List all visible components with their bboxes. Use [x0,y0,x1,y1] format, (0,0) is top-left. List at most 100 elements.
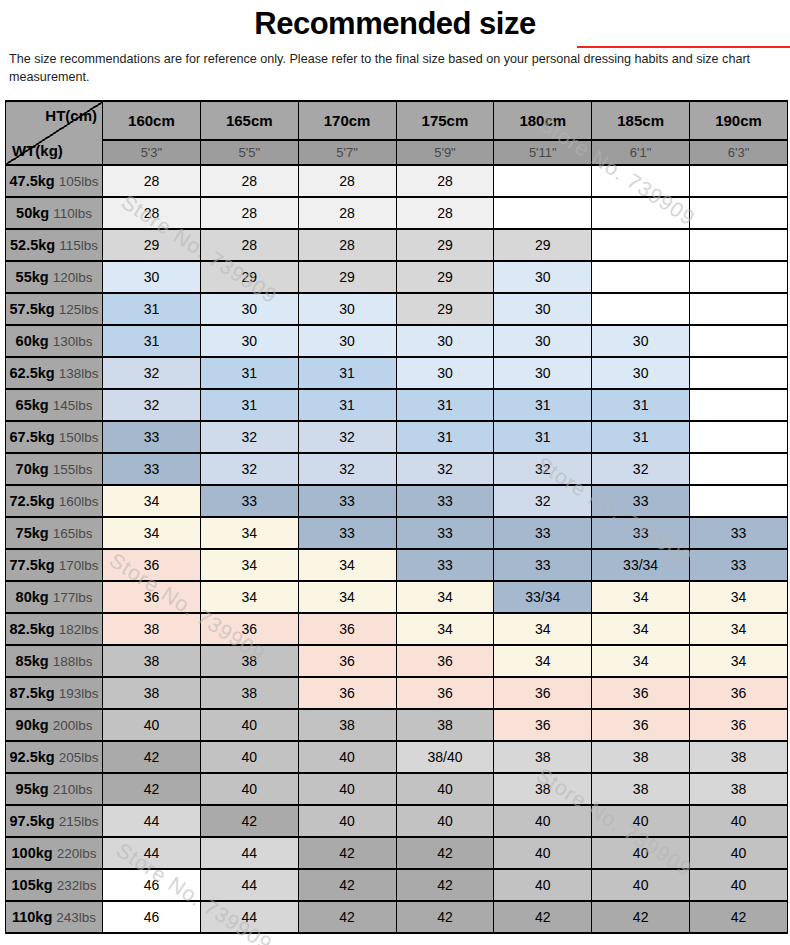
table-row: 110kg243lbs46444242424242 [6,901,788,933]
size-cell: 33 [592,517,690,549]
size-cell: 31 [396,421,494,453]
weight-lbs-label: 130lbs [53,334,93,349]
size-cell: 31 [494,421,592,453]
header-row-ft: 5'3"5'5"5'7"5'9"5'11"6'1"6'3" [6,140,788,165]
size-cell: 38 [200,677,298,709]
weight-kg-label: 60kg [16,333,49,349]
size-cell: 32 [494,453,592,485]
weight-kg-label: 100kg [12,845,53,861]
size-cell: 36 [592,677,690,709]
weight-row-header-50kg: 50kg110lbs [6,197,103,229]
weight-kg-label: 95kg [16,781,49,797]
size-cell: 30 [396,357,494,389]
weight-row-header-72.5kg: 72.5kg 160lbs [6,485,103,517]
height-col-subheader-ft: 5'7" [298,140,396,165]
height-col-header-190cm: 190cm [690,101,788,140]
size-cell [690,165,788,197]
table-row: 97.5kg215lbs44424040404040 [6,805,788,837]
size-cell: 38 [592,773,690,805]
size-cell: 33 [200,485,298,517]
size-cell: 32 [200,421,298,453]
size-cell: 32 [396,453,494,485]
height-col-subheader-ft: 6'1" [592,140,690,165]
weight-kg-label: 87.5kg [10,685,55,701]
size-cell [592,229,690,261]
size-cell: 34 [103,517,201,549]
size-cell: 40 [690,837,788,869]
weight-kg-label: 72.5kg [10,493,55,509]
size-cell: 28 [103,165,201,197]
table-row: 65kg145lbs323131313131 [6,389,788,421]
size-cell: 38/40 [396,741,494,773]
size-cell: 38 [494,773,592,805]
weight-row-header-55kg: 55kg120lbs [6,261,103,293]
size-cell: 36 [494,709,592,741]
size-cell: 29 [103,229,201,261]
size-cell: 34 [690,645,788,677]
size-cell: 31 [592,389,690,421]
size-cell: 38 [103,613,201,645]
size-cell: 34 [396,581,494,613]
weight-row-header-62.5kg: 62.5kg138lbs [6,357,103,389]
size-cell: 44 [200,837,298,869]
weight-kg-label: 77.5kg [10,557,55,573]
size-cell: 40 [494,869,592,901]
size-cell: 31 [592,421,690,453]
size-cell: 30 [200,293,298,325]
size-cell: 42 [396,869,494,901]
size-cell: 29 [200,261,298,293]
size-cell [690,485,788,517]
size-cell: 31 [103,293,201,325]
size-cell: 30 [298,293,396,325]
size-cell: 40 [690,805,788,837]
height-col-subheader-ft: 5'5" [200,140,298,165]
size-cell: 30 [200,325,298,357]
weight-lbs-label: 210lbs [53,782,93,797]
size-cell: 33 [396,485,494,517]
size-cell: 33 [103,453,201,485]
weight-kg-label: 70kg [16,461,49,477]
size-cell: 40 [396,773,494,805]
size-cell: 36 [592,709,690,741]
size-cell: 42 [298,837,396,869]
size-cell: 33 [103,421,201,453]
weight-kg-label: 47.5kg [10,173,55,189]
size-cell: 34 [494,645,592,677]
weight-lbs-label: 160lbs [59,494,99,509]
weight-kg-label: 85kg [16,653,49,669]
size-cell: 38 [690,741,788,773]
page-title: Recommended size [0,6,790,42]
weight-lbs-label: 232lbs [57,878,97,893]
size-cell: 42 [103,741,201,773]
size-cell: 36 [690,709,788,741]
size-cell: 28 [298,229,396,261]
weight-lbs-label: 193lbs [59,686,99,701]
size-cell: 30 [494,357,592,389]
weight-lbs-label: 170lbs [59,558,99,573]
size-cell: 40 [298,741,396,773]
table-row: 85kg188lbs38383636343434 [6,645,788,677]
size-cell: 38 [298,709,396,741]
size-cell: 40 [200,741,298,773]
size-cell: 40 [494,805,592,837]
size-cell: 30 [592,357,690,389]
weight-kg-label: 82.5kg [10,621,55,637]
size-cell: 44 [200,869,298,901]
size-cell [494,197,592,229]
size-cell: 33 [592,485,690,517]
size-cell: 32 [200,453,298,485]
size-cell: 34 [200,581,298,613]
weight-row-header-95kg: 95kg 210lbs [6,773,103,805]
weight-lbs-label: 205lbs [59,750,99,765]
weight-row-header-57.5kg: 57.5kg125lbs [6,293,103,325]
size-cell: 31 [396,389,494,421]
weight-row-header-77.5kg: 77.5kg 170lbs [6,549,103,581]
size-cell: 34 [200,549,298,581]
weight-kg-label: 105kg [12,877,53,893]
size-cell: 30 [494,325,592,357]
weight-kg-label: 110kg [12,909,52,925]
height-col-subheader-ft: 5'11" [494,140,592,165]
size-cell: 36 [396,677,494,709]
size-cell: 33 [298,517,396,549]
size-cell: 44 [200,901,298,933]
